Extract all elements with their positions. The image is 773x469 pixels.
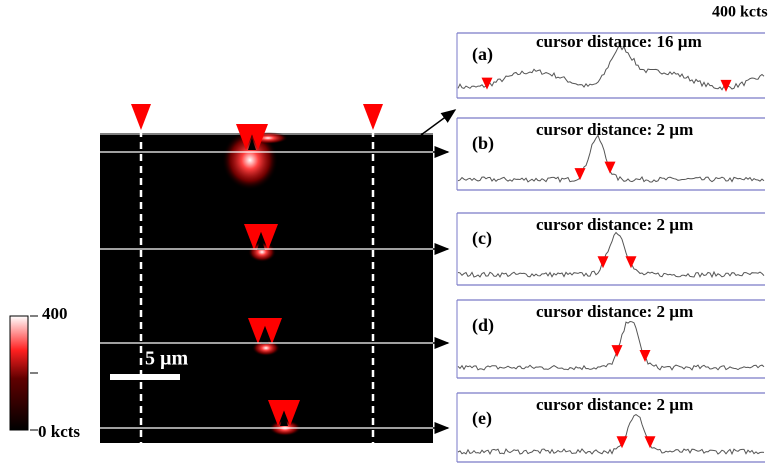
scale-bar-label: 5 µm xyxy=(145,348,189,370)
colorbar-max-label: 400 xyxy=(42,304,68,323)
cursor-marker xyxy=(605,162,616,174)
intensity-profile xyxy=(458,135,764,182)
panel-label: (e) xyxy=(472,408,492,429)
panel-label: (c) xyxy=(472,228,492,249)
panel-caption: cursor distance: 2 µm xyxy=(536,215,693,234)
panel-label: (d) xyxy=(472,315,494,336)
cursor-marker xyxy=(612,345,623,357)
intensity-profile xyxy=(458,415,764,454)
panel-label: (a) xyxy=(472,44,493,65)
cursor-marker xyxy=(645,436,656,448)
colorbar-min-label: 0 kcts xyxy=(38,422,80,441)
intensity-profile xyxy=(458,233,764,278)
cursor-marker xyxy=(598,256,609,268)
panel-caption: cursor distance: 2 µm xyxy=(536,302,693,321)
cursor-marker xyxy=(626,256,637,268)
page-body: 5 µm 400 0 kcts 400 kcts (a) cursor distance:… xyxy=(0,0,773,469)
cursor-marker xyxy=(640,350,651,362)
profiles-max-label: 400 kcts xyxy=(712,4,768,21)
cursor-marker xyxy=(131,104,151,130)
panel-caption: cursor distance: 2 µm xyxy=(536,120,693,139)
page: Line profiles figure {"figure": { "image… xyxy=(0,0,773,469)
panel-label: (b) xyxy=(472,133,494,154)
cursor-marker xyxy=(575,168,586,180)
panel-caption: cursor distance: 2 µm xyxy=(536,395,693,414)
cursor-marker xyxy=(363,104,383,130)
profile-arrow xyxy=(421,110,455,135)
figure: 5 µm 400 0 kcts 400 kcts (a) cursor distance:… xyxy=(0,0,773,469)
colorbar xyxy=(10,316,28,430)
intensity-profile xyxy=(458,46,764,90)
intensity-profile xyxy=(458,322,764,370)
panel-caption: cursor distance: 16 µm xyxy=(536,32,702,51)
